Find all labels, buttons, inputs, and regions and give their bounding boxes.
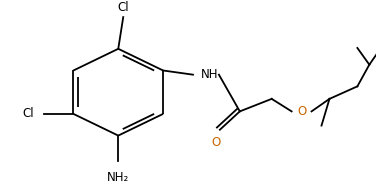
Text: NH: NH [201, 68, 219, 81]
Text: O: O [211, 136, 221, 149]
Text: Cl: Cl [22, 107, 34, 120]
Text: O: O [297, 105, 306, 118]
Text: NH₂: NH₂ [107, 171, 129, 184]
Text: Cl: Cl [117, 1, 129, 14]
